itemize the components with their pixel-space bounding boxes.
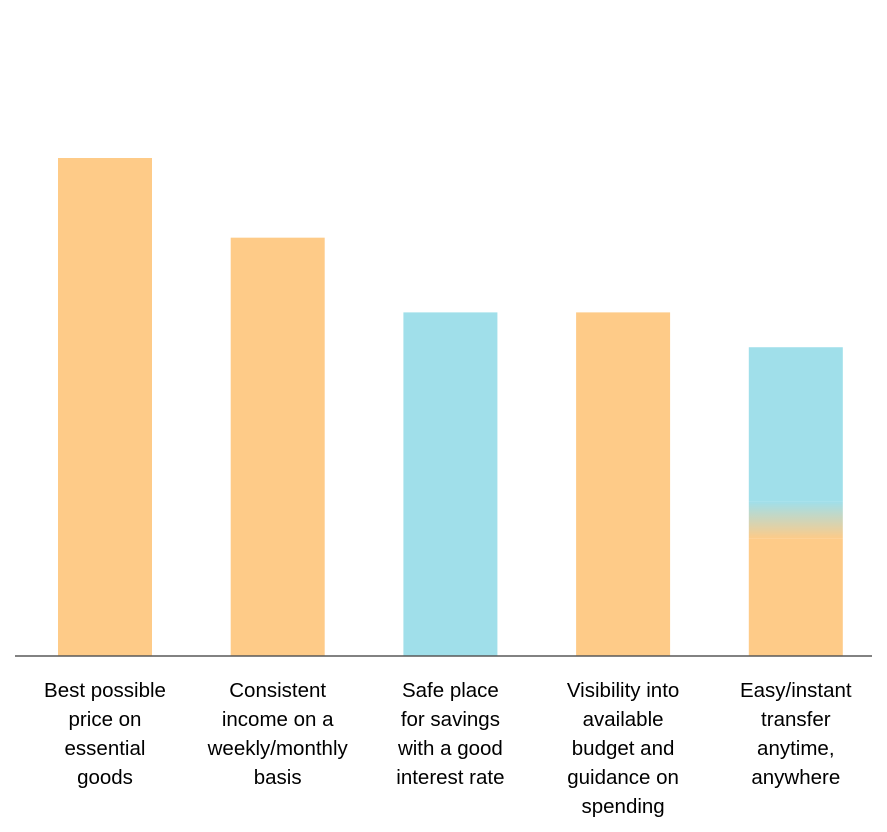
category-label-line: Visibility into	[566, 679, 680, 702]
category-label-line: budget and	[571, 737, 675, 760]
category-label-3: Safe place for savings with a good interest…	[365, 676, 535, 792]
bar-1	[58, 158, 152, 656]
category-label-line: anytime,	[757, 737, 835, 760]
category-label-line: goods	[77, 766, 133, 789]
category-label-line: weekly/monthly	[207, 737, 348, 760]
category-label-line: for savings	[400, 708, 500, 731]
category-label-line: with a good	[397, 737, 503, 760]
bar-2	[230, 237, 325, 656]
category-label-line: transfer	[761, 708, 831, 731]
bar-3	[403, 312, 498, 656]
category-label-line: anywhere	[751, 766, 841, 789]
category-label-line: interest rate	[396, 766, 505, 789]
bar-5-blue-part	[748, 347, 843, 502]
category-label-line: guidance on	[567, 766, 679, 789]
category-label-line: basis	[253, 766, 302, 789]
bar-4	[576, 312, 671, 656]
category-label-2: Consistent income on a weekly/monthly basis	[193, 676, 363, 792]
category-label-line: spending	[581, 795, 665, 818]
category-label-line: income on a	[221, 708, 334, 731]
category-label-line: essential	[64, 737, 146, 760]
category-label-4: Visibility into available budget and guidan…	[538, 676, 708, 821]
category-label-line: Easy/instant	[739, 679, 852, 702]
category-label-line: Consistent	[229, 679, 327, 702]
category-label-line: Safe place	[401, 679, 499, 702]
category-label-line: price on	[68, 708, 142, 731]
category-label-1: Best possible price on essential goods	[20, 676, 190, 792]
bars-group	[58, 158, 843, 656]
bar-5-orange-part	[748, 538, 843, 656]
bar-5-blend-part	[748, 501, 843, 539]
bar-5	[748, 347, 843, 656]
category-label-5: Easy/instant transfer anytime, anywhere	[711, 676, 881, 792]
category-label-line: Best possible	[44, 679, 166, 702]
category-label-line: available	[582, 708, 664, 731]
